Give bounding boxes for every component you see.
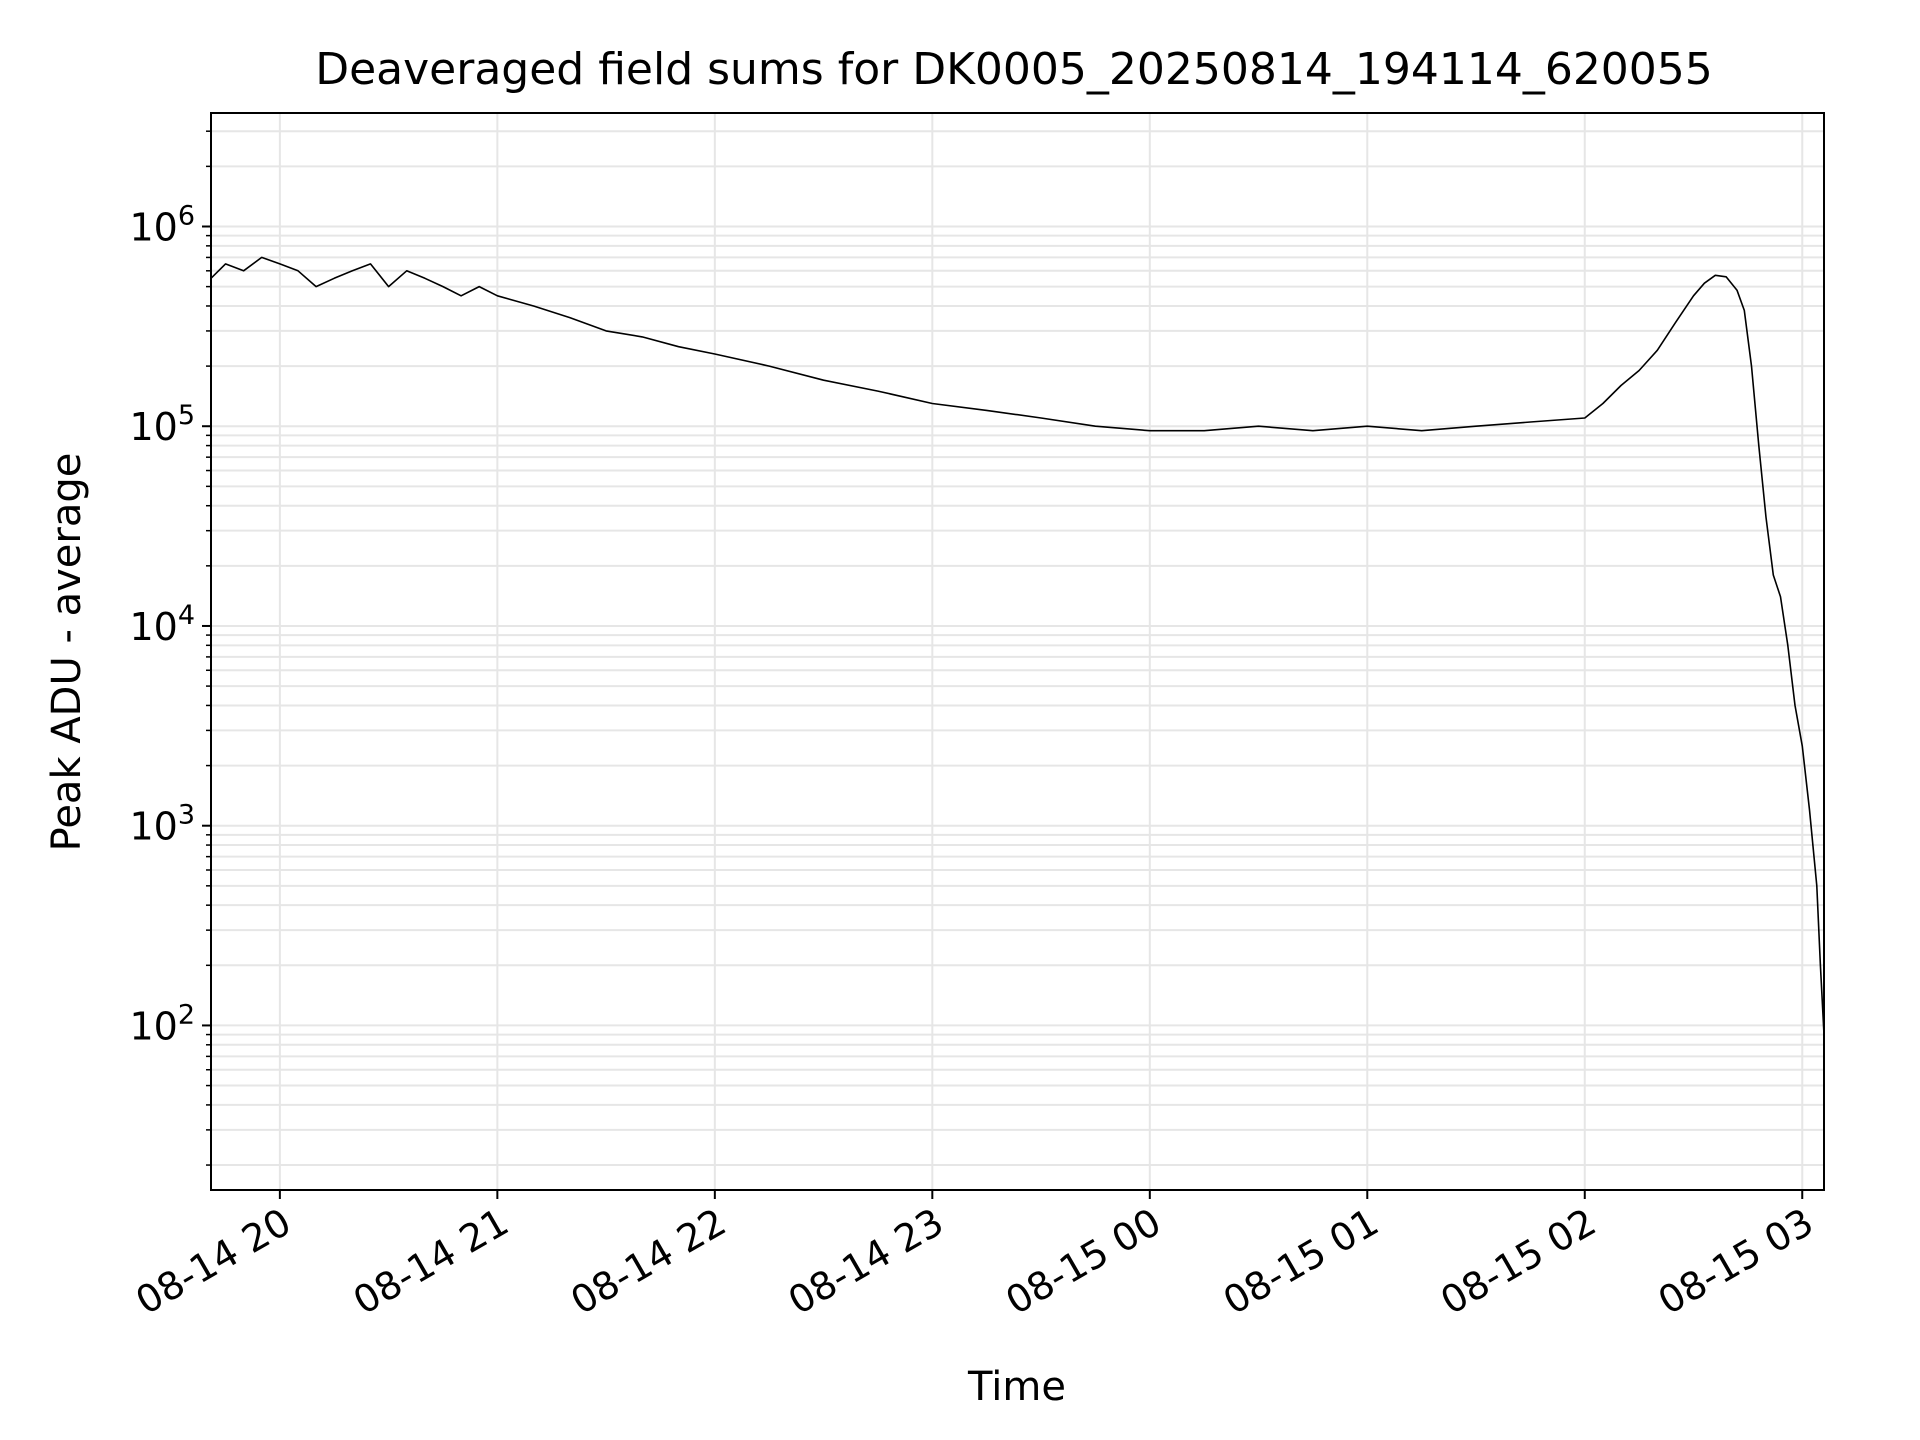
y-axis: 102 103 104 105 106: [129, 130, 211, 1166]
y-tick-label: 102: [129, 999, 195, 1048]
y-axis-label: Peak ADU - average: [44, 453, 90, 852]
chart-title: Deaveraged field sums for DK0005_2025081…: [315, 44, 1713, 95]
plot-background: [211, 113, 1824, 1190]
series-line: [210, 256, 1825, 1035]
y-tick-label: 106: [129, 200, 195, 249]
series-layer: [210, 256, 1825, 1035]
y-tick-label: 104: [129, 600, 195, 649]
y-tick-label: 103: [129, 800, 195, 849]
plot-area: [210, 112, 1825, 1191]
y-tick-label: 105: [129, 400, 195, 449]
grid-lines: [211, 113, 1824, 1190]
plot-frame: [210, 112, 1825, 1191]
x-axis-label: Time: [967, 1364, 1066, 1410]
